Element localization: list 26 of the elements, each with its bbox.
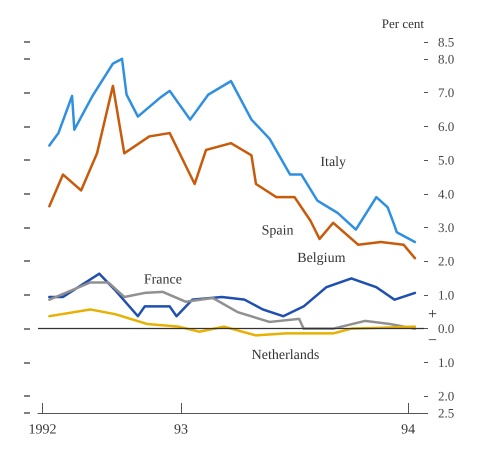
y-tick-label: 1.0 — [438, 354, 454, 370]
y-tick-label: 7.0 — [438, 85, 454, 100]
line-series — [48, 308, 416, 337]
y-tick-label: 2.0 — [438, 388, 454, 404]
y-tick-label: 6.0 — [438, 118, 454, 134]
text: − — [428, 332, 438, 350]
y-axis-title: Per cent — [382, 16, 424, 31]
y-tick-label: 2.5 — [438, 406, 454, 420]
y-tick-label: 8.0 — [438, 51, 454, 66]
y-tick-label: 4.0 — [438, 186, 454, 202]
y-tick-label: 5.0 — [438, 152, 454, 168]
line-series — [48, 58, 416, 244]
y-tick-label: 8.5 — [438, 34, 454, 50]
series-label: Italy — [320, 155, 346, 170]
series-label: France — [144, 272, 182, 288]
y-tick-label: 3.0 — [438, 220, 454, 235]
series-label: Netherlands — [252, 348, 320, 363]
series-label: Spain — [262, 223, 294, 238]
text: + — [428, 306, 438, 324]
x-tick-label: 93 — [174, 422, 188, 438]
series-label: Belgium — [297, 250, 346, 266]
y-tick-label: 0.0 — [438, 321, 454, 336]
x-tick-label: 1992 — [28, 422, 57, 438]
y-tick-label: 2.0 — [438, 254, 454, 269]
x-tick-label: 94 — [401, 422, 416, 438]
y-tick-label: 1.0 — [438, 287, 454, 302]
